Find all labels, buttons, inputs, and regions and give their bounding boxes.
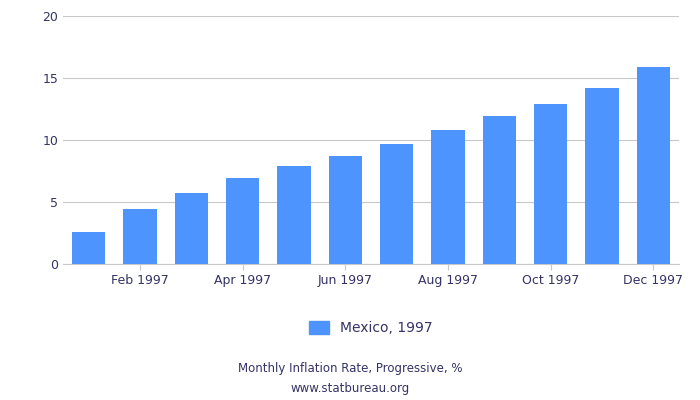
Bar [123,210,157,264]
Bar [585,88,619,264]
Bar [483,116,516,264]
Text: www.statbureau.org: www.statbureau.org [290,382,410,395]
Text: Monthly Inflation Rate, Progressive, %: Monthly Inflation Rate, Progressive, % [238,362,462,375]
Bar [226,178,259,264]
Bar [329,156,362,264]
Legend: Mexico, 1997: Mexico, 1997 [304,316,438,341]
Bar [277,166,311,264]
Bar [174,193,208,264]
Bar [380,144,413,264]
Bar [534,104,567,264]
Bar [637,67,670,264]
Bar [431,130,465,264]
Bar [72,232,105,264]
